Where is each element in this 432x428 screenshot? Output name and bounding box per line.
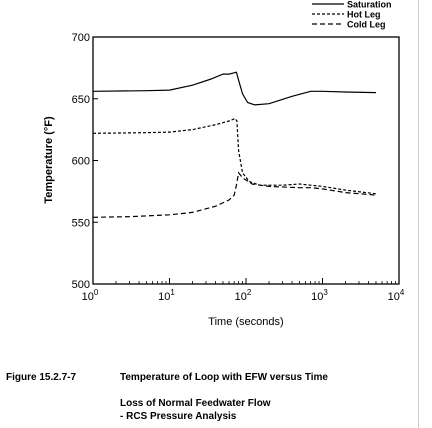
figure-event: Loss of Normal Feedwater Flow — [120, 398, 271, 409]
x-tick-label-base: 10 — [311, 291, 323, 303]
page-divider — [418, 0, 419, 428]
x-tick-label-exponent: 1 — [170, 288, 175, 297]
figure-caption: Temperature of Loop with EFW versus Time — [120, 372, 328, 383]
x-tick-label-exponent: 2 — [247, 288, 252, 297]
x-tick-label: 102 — [235, 288, 252, 303]
series-line-cold-leg — [92, 171, 377, 218]
y-tick-label: 650 — [72, 94, 90, 106]
series-line-hot-leg — [92, 117, 377, 195]
x-tick-label: 100 — [82, 288, 99, 303]
plot-frame — [92, 36, 400, 285]
y-tick-label: 500 — [72, 279, 90, 291]
y-tick-label: 600 — [72, 156, 90, 168]
x-tick-label-exponent: 4 — [400, 288, 405, 297]
x-tick-label-exponent: 3 — [323, 288, 328, 297]
figure-analysis: - RCS Pressure Analysis — [120, 411, 237, 422]
x-tick-label: 101 — [158, 288, 175, 303]
x-tick-label-base: 10 — [235, 291, 247, 303]
y-tick-label: 550 — [72, 217, 90, 229]
x-tick-label: 103 — [311, 288, 328, 303]
x-tick-label: 104 — [388, 288, 405, 303]
y-axis-label: Temperature (°F) — [43, 116, 55, 204]
x-tick-label-base: 10 — [158, 291, 170, 303]
series-layer — [92, 71, 377, 218]
x-tick-label-exponent: 0 — [94, 288, 99, 297]
legend-label: Hot Leg — [347, 10, 381, 20]
x-tick-label-base: 10 — [388, 291, 400, 303]
y-tick-label: 700 — [72, 32, 90, 44]
x-axis-label: Time (seconds) — [208, 316, 283, 328]
y-axis: 500 550 600 650 700 — [72, 32, 98, 291]
x-tick-label-base: 10 — [82, 291, 94, 303]
figure-number: Figure 15.2.7-7 — [6, 372, 77, 383]
x-axis: 100 101 102 103 104 — [82, 278, 405, 303]
series-line-saturation — [92, 71, 377, 106]
legend-label: Cold Leg — [347, 20, 386, 30]
legend-label: Saturation — [347, 0, 392, 10]
